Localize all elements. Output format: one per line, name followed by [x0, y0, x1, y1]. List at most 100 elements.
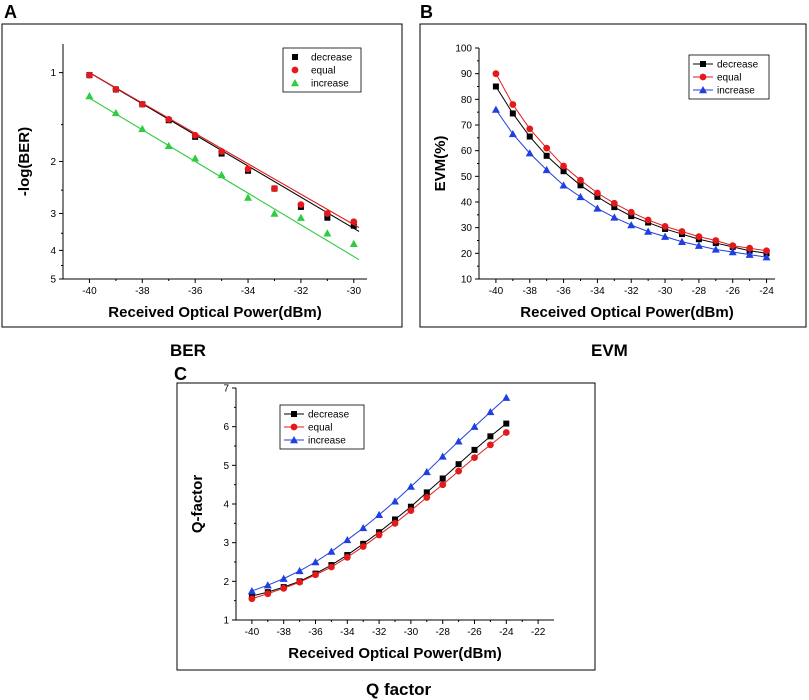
chart-C-ytick-label: 5 [223, 461, 229, 472]
chart-A-point-increase [296, 213, 305, 221]
chart-C-point-increase [454, 437, 463, 445]
chart-C-point-increase [327, 547, 336, 555]
chart-C-point-equal [359, 543, 367, 550]
chart-A-ylabel: -log(BER) [16, 127, 33, 196]
chart-C-ytick-label: 7 [223, 384, 229, 395]
chart-C-legend-label-equal: equal [308, 423, 332, 434]
chart-A-point-equal [138, 100, 146, 108]
chart-A-ytick-label: 2 [50, 157, 56, 168]
chart-A-fit-line-increase [89, 97, 360, 261]
chart-C-point-decrease [423, 489, 430, 496]
caption-A: BER [170, 341, 206, 360]
chart-B-xtick-label: -28 [692, 286, 707, 297]
chart-C-point-increase [343, 535, 352, 544]
chart-A-legend-marker-equal [291, 66, 299, 74]
chart-B-ytick-label: 80 [461, 95, 473, 106]
chart-B-point-increase [610, 213, 619, 221]
chart-B-point-equal [678, 228, 686, 235]
chart-B-xtick-label: -30 [658, 286, 673, 297]
chart-A-point-increase [111, 108, 120, 117]
chart-C-xtick-label: -36 [308, 627, 323, 638]
panel-letter-C: C [174, 364, 187, 384]
chart-B-point-increase [491, 105, 500, 113]
chart-C-xtick-label: -32 [372, 627, 387, 638]
chart-B-point-increase [694, 241, 703, 249]
chart-C-point-equal [423, 494, 431, 501]
chart-C-point-increase [295, 566, 304, 575]
chart-A-point-equal [218, 148, 226, 155]
chart-C-legend-marker-equal [290, 423, 298, 431]
chart-C-point-equal [471, 454, 478, 461]
chart-C-xtick-label: -40 [245, 627, 260, 638]
chart-C-legend-marker-increase [290, 436, 298, 444]
chart-B-ytick-label: 70 [461, 121, 473, 132]
chart-C-point-equal [296, 578, 303, 586]
chart-B-legend-label-decrease: decrease [717, 60, 759, 71]
chart-C-point-equal [343, 553, 351, 561]
chart-C-ylabel: Q-factor [189, 475, 206, 534]
chart-C-point-increase [311, 558, 320, 566]
chart-B-legend-marker-decrease [700, 61, 706, 67]
chart-B-point-increase [644, 227, 653, 235]
chart-A-legend-marker-decrease [292, 54, 298, 60]
chart-C-point-equal [455, 467, 462, 475]
chart-B-point-decrease [594, 193, 601, 200]
chart-B-point-equal [543, 144, 551, 152]
chart-A-point-equal [244, 165, 252, 173]
chart-C-ytick-label: 4 [223, 500, 229, 511]
chart-A-ytick-label: 3 [50, 209, 56, 220]
chart-A-legend-label-equal: equal [311, 66, 335, 77]
chart-A-point-equal [297, 201, 305, 209]
chart-B-xtick-label: -36 [556, 286, 571, 297]
chart-A-point-increase [217, 170, 226, 179]
chart-B-point-equal [695, 233, 703, 241]
chart-C-point-equal [439, 481, 447, 489]
chart-B-legend-marker-increase [699, 86, 707, 94]
chart-C: -40 -38 -36 -34 -32 -30 -28 -26 -24 -22 1 2 3 4 5 6 7 Rec… [189, 384, 554, 662]
chart-A-point-equal [350, 218, 358, 226]
chart-C-xlabel: Received Optical Power(dBm) [288, 645, 501, 662]
chart-A-xlabel: Received Optical Power(dBm) [108, 304, 321, 321]
chart-C-point-increase [375, 510, 384, 519]
chart-B-point-equal [577, 176, 584, 184]
chart-C-ytick-label: 2 [223, 577, 229, 588]
chart-B-point-increase [559, 181, 568, 189]
chart-C-point-equal [407, 507, 415, 514]
chart-C-point-decrease [487, 433, 494, 440]
chart-A-point-equal [191, 131, 199, 139]
chart-A-xtick-label: -40 [82, 286, 97, 297]
chart-C-point-increase [247, 587, 256, 595]
chart-B-point-equal [560, 162, 567, 170]
chart-C-point-equal [280, 584, 288, 592]
chart-B-point-equal [729, 242, 737, 250]
chart-B-point-equal [594, 189, 601, 197]
chart-B-point-increase [677, 237, 686, 245]
chart-B-point-increase [711, 245, 720, 253]
chart-B-ytick-label: 10 [461, 275, 473, 286]
chart-B-point-equal [492, 70, 500, 78]
chart-A-point-equal [165, 115, 173, 123]
chart-B-point-equal [644, 216, 652, 224]
chart-C-point-increase [359, 523, 368, 532]
chart-A: -40 -38 -36 -34 -32 -30 1 2 3 4 5 Received Optical … [16, 44, 367, 321]
panel-letter-B: B [420, 2, 433, 22]
chart-B-legend-label-increase: increase [717, 86, 755, 97]
chart-A-point-increase [349, 239, 358, 248]
chart-C-xtick-label: -22 [531, 627, 546, 638]
chart-C-xtick-label: -38 [276, 627, 291, 638]
chart-B-point-increase [627, 221, 636, 229]
chart-B-point-decrease [526, 133, 533, 140]
chart-A-point-increase [323, 229, 332, 237]
chart-C-ytick-label: 6 [223, 422, 229, 433]
chart-B-point-increase [762, 253, 771, 261]
chart-B-point-equal [763, 247, 770, 255]
chart-A-point-increase [164, 141, 173, 150]
chart-B-xtick-label: -26 [725, 286, 740, 297]
chart-B-xtick-label: -24 [759, 286, 774, 297]
chart-B-point-increase [745, 250, 754, 258]
chart-B-point-equal [712, 237, 720, 244]
chart-A-point-increase [191, 154, 200, 162]
chart-A-point-increase [85, 91, 94, 100]
chart-C-point-decrease [392, 516, 398, 523]
